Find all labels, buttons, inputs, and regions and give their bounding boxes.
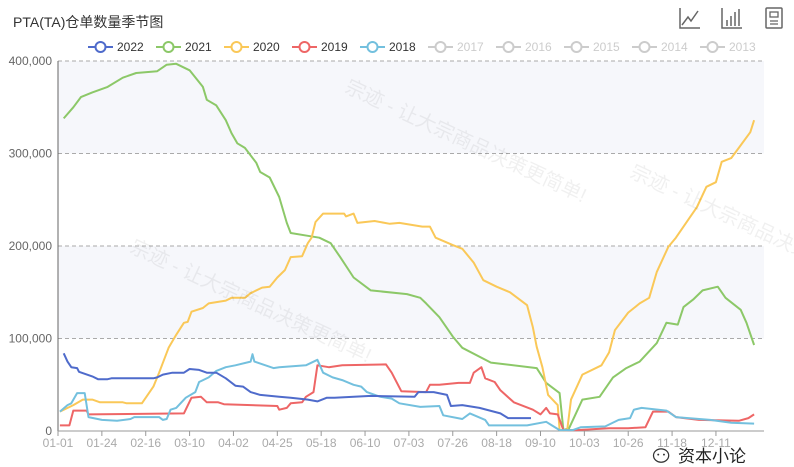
legend-label: 2019 — [321, 40, 348, 54]
logo-text: 资本小论 — [678, 447, 746, 466]
legend-label: 2016 — [525, 40, 552, 54]
y-tick-label: 300,000 — [9, 147, 53, 161]
legend-marker-icon — [428, 41, 453, 53]
x-tick-label: 02-16 — [130, 436, 161, 450]
legend-marker-icon — [292, 41, 317, 53]
legend-label: 2020 — [253, 40, 280, 54]
legend-item-2017[interactable]: 2017 — [428, 38, 496, 56]
series-line-2020 — [59, 119, 756, 432]
x-tick-label: 08-18 — [481, 436, 512, 450]
legend-label: 2017 — [457, 40, 484, 54]
legend-marker-icon — [632, 41, 657, 53]
line-chart-icon[interactable] — [678, 6, 702, 30]
series-line-2018 — [59, 353, 755, 432]
x-tick-label: 04-02 — [218, 436, 249, 450]
x-tick-label: 01-24 — [87, 436, 118, 450]
y-tick-label: 0 — [45, 424, 52, 438]
legend-marker-icon — [156, 41, 181, 53]
legend-item-2014[interactable]: 2014 — [632, 38, 700, 56]
legend: 2022 2021 2020 2019 2018 2017 2016 2015 2014 2013 — [88, 38, 768, 56]
legend-marker-icon — [564, 41, 589, 53]
legend-label: 2013 — [729, 40, 756, 54]
data-view-icon[interactable] — [762, 6, 786, 30]
legend-label: 2022 — [117, 40, 144, 54]
series-line-2021 — [62, 62, 756, 432]
legend-item-2013[interactable]: 2013 — [700, 38, 768, 56]
legend-item-2020[interactable]: 2020 — [224, 38, 292, 56]
chart-title: PTA(TA)仓单数量季节图 — [13, 14, 164, 30]
x-tick-label: 12-11 — [701, 436, 731, 450]
legend-label: 2015 — [593, 40, 620, 54]
bar-chart-icon[interactable] — [720, 6, 744, 30]
x-tick-label: 11-18 — [657, 436, 687, 450]
legend-item-2018[interactable]: 2018 — [360, 38, 428, 56]
y-tick-label: 200,000 — [9, 239, 53, 253]
legend-item-2015[interactable]: 2015 — [564, 38, 632, 56]
legend-item-2021[interactable]: 2021 — [156, 38, 224, 56]
legend-label: 2014 — [661, 40, 688, 54]
x-tick-label: 01-01 — [43, 436, 74, 450]
legend-marker-icon — [496, 41, 521, 53]
legend-marker-icon — [224, 41, 249, 53]
legend-marker-icon — [360, 41, 385, 53]
y-tick-label: 400,000 — [9, 54, 53, 68]
x-tick-label: 10-26 — [613, 436, 644, 450]
x-tick-label: 07-03 — [394, 436, 425, 450]
legend-item-2022[interactable]: 2022 — [88, 38, 156, 56]
series-line-2019 — [59, 363, 755, 432]
x-tick-label: 10-03 — [569, 436, 600, 450]
x-tick-label: 06-10 — [350, 436, 381, 450]
x-tick-label: 07-26 — [437, 436, 468, 450]
legend-item-2016[interactable]: 2016 — [496, 38, 564, 56]
x-tick-label: 09-10 — [525, 436, 556, 450]
x-tick-label: 04-25 — [262, 436, 293, 450]
wechat-icon — [652, 448, 670, 463]
y-tick-label: 100,000 — [9, 332, 53, 346]
grid-band — [58, 246, 764, 339]
grid-band — [58, 61, 764, 154]
legend-marker-icon — [700, 41, 725, 53]
legend-label: 2018 — [389, 40, 416, 54]
legend-marker-icon — [88, 41, 113, 53]
legend-item-2019[interactable]: 2019 — [292, 38, 360, 56]
series-line-2022 — [62, 352, 531, 420]
legend-label: 2021 — [185, 40, 212, 54]
logo: 资本小论 — [652, 447, 746, 466]
x-tick-label: 05-18 — [306, 436, 337, 450]
x-tick-label: 03-10 — [174, 436, 205, 450]
